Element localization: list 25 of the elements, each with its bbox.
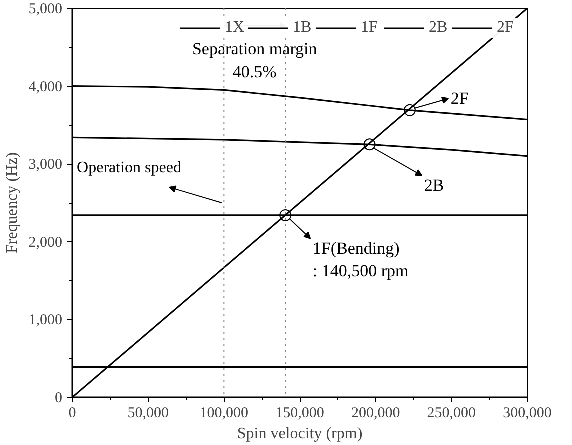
legend-label: 1B <box>293 19 313 37</box>
x-tick-label: 50,000 <box>128 406 169 422</box>
legend-label: 2B <box>429 19 449 37</box>
x-tick-label: 150,000 <box>276 406 324 422</box>
y-tick-label: 4,000 <box>28 79 62 96</box>
y-tick-label: 3,000 <box>28 157 62 174</box>
x-tick-label: 300,000 <box>503 406 552 422</box>
annotation: 1F(Bending) : 140,500 rpm <box>312 238 409 281</box>
annotation: 2F <box>450 89 469 108</box>
y-tick-label: 0 <box>55 390 62 406</box>
legend-label: 2F <box>497 19 515 37</box>
y-axis-title: Frequency (Hz) <box>4 152 21 254</box>
legend-label: 1F <box>361 19 379 37</box>
y-tick-label: 5,000 <box>28 2 62 18</box>
x-tick-label: 250,000 <box>427 406 476 422</box>
annotation: 2B <box>424 176 444 195</box>
x-tick-label: 0 <box>68 406 76 422</box>
x-tick-label: 100,000 <box>200 406 249 422</box>
y-tick-label: 2,000 <box>28 234 62 251</box>
ref-line-label: Operation speed <box>77 159 182 176</box>
y-tick-label: 1,000 <box>28 312 62 329</box>
legend-label: 1X <box>225 19 245 37</box>
annotation: Separation margin 40.5% <box>192 40 318 82</box>
x-tick-label: 200,000 <box>351 406 400 422</box>
x-axis-title: Spin velocity (rpm) <box>237 426 363 442</box>
